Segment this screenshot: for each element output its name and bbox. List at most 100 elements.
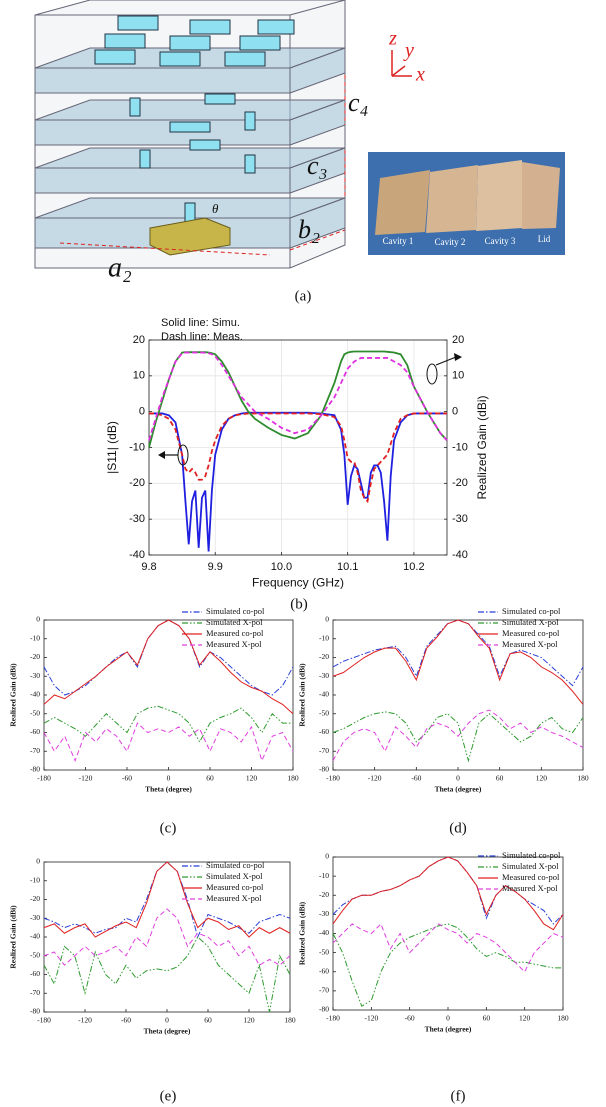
y-tick-label: -40 — [30, 690, 40, 699]
y-axis-label: Realized Gain (dBi) — [9, 663, 18, 727]
x-tick-label: 10.1 — [337, 561, 358, 573]
dimension-lines — [59, 75, 346, 256]
chart: -180 -120 -60 0 60 120 180 -80 -70 -60 -50 -40 -30 -2… — [9, 606, 299, 794]
slab-side — [289, 47, 346, 94]
series-line — [43, 908, 291, 966]
patch — [159, 51, 201, 67]
x-tick-label: 9.8 — [141, 561, 156, 573]
chart: -180 -120 -60 0 60 120 180 -80 -70 -60 -50 -40 -30 -2… — [9, 857, 296, 1036]
x-tick-label: -180 — [37, 1015, 51, 1024]
y-tick-label: -50 — [30, 950, 40, 959]
x-tick-label: -60 — [405, 1013, 415, 1022]
legend-label: Measured X-pol — [206, 893, 262, 903]
y-tick-label: -30 — [30, 913, 40, 922]
x-tick-label: -120 — [78, 1015, 92, 1024]
y-tick-label: -20 — [319, 652, 329, 661]
x-tick-label: 180 — [577, 773, 589, 782]
y-tick-label: -70 — [30, 746, 40, 755]
y-tick-label: -20 — [129, 477, 145, 489]
y-tick-label: -40 — [319, 690, 329, 699]
x-tick-label: -180 — [37, 773, 51, 782]
axes-triad — [391, 50, 412, 77]
y-tick-label: -20 — [30, 652, 40, 661]
y-tick-label: -70 — [30, 988, 40, 997]
photo-label: Lid — [538, 234, 551, 244]
arrow-head — [454, 353, 462, 361]
x-tick-label: 0 — [456, 773, 460, 782]
feed — [149, 217, 231, 256]
caption: (f) — [451, 1088, 466, 1104]
x-tick-label: -60 — [121, 1015, 131, 1024]
annotation: Solid line: Simu. — [161, 317, 240, 329]
x-tick-label: -120 — [79, 773, 93, 782]
y-tick-label: -30 — [30, 671, 40, 680]
axis-label: y — [403, 40, 414, 62]
x-tick-label: 120 — [246, 773, 258, 782]
photo-label: Cavity 2 — [435, 237, 466, 247]
caption: (d) — [449, 820, 467, 836]
patch — [117, 15, 159, 31]
photo: Cavity 1 Cavity 2 Cavity 3 Lid — [368, 152, 565, 255]
y-tick-label: -50 — [319, 708, 329, 717]
arrow-head — [158, 451, 165, 459]
x-tick-label: 180 — [287, 773, 299, 782]
series-line — [332, 619, 584, 705]
y2-tick-label: -10 — [452, 441, 468, 453]
patch — [104, 33, 146, 49]
dimension-label: c₄ — [348, 88, 369, 117]
y-tick-label: -50 — [319, 947, 329, 956]
y2-tick-label: 0 — [452, 406, 458, 418]
y-tick-label: -50 — [30, 708, 40, 717]
y-tick-label: -30 — [129, 513, 145, 525]
y-tick-label: -70 — [319, 986, 329, 995]
patch — [94, 49, 136, 65]
y-tick-label: -40 — [319, 928, 329, 937]
legend-label: Measured X-pol — [206, 639, 262, 649]
legend-label: Simulated co-pol — [502, 606, 561, 616]
photo-label: Cavity 1 — [383, 236, 414, 246]
patch — [169, 35, 211, 51]
y-tick-label: -10 — [319, 633, 329, 642]
x-tick-label: 180 — [557, 1013, 569, 1022]
series-line — [332, 856, 564, 931]
x-tick-label: 60 — [483, 1013, 491, 1022]
slot — [244, 111, 256, 131]
plate — [426, 165, 478, 233]
x-tick-label: 0 — [167, 773, 171, 782]
annotation: Dash line: Meas. — [161, 331, 243, 343]
y-tick-label: -80 — [30, 1007, 40, 1016]
y2-axis-label: Realized Gain (dBi) — [475, 395, 489, 499]
slot — [129, 97, 141, 117]
x-tick-label: 180 — [284, 1015, 296, 1024]
y-tick-label: 0 — [139, 406, 145, 418]
y-tick-label: -80 — [30, 765, 40, 774]
patch — [257, 19, 295, 35]
series-line — [148, 351, 448, 441]
legend-label: Simulated X-pol — [502, 617, 559, 627]
legend-label: Simulated X-pol — [206, 617, 263, 627]
slot — [189, 139, 221, 151]
y-tick-label: 0 — [325, 852, 329, 861]
y-tick-label: -70 — [319, 746, 329, 755]
y2-tick-label: 10 — [452, 370, 464, 382]
legend-label: Measured X-pol — [502, 883, 558, 893]
dimension-label: c₃ — [307, 151, 328, 180]
series-line — [43, 936, 291, 1013]
y-axis-label: |S11| (dB) — [105, 421, 119, 474]
series-line — [43, 619, 294, 715]
y-tick-label: -60 — [319, 966, 329, 975]
x-tick-label: -60 — [122, 773, 132, 782]
y-tick-label: -20 — [30, 894, 40, 903]
x-tick-label: -60 — [411, 773, 421, 782]
series-line — [332, 709, 584, 761]
x-tick-label: -120 — [368, 773, 382, 782]
series-line — [43, 722, 294, 763]
slab-side — [289, 197, 346, 249]
y-tick-label: -60 — [30, 969, 40, 978]
y-tick-label: -80 — [319, 1005, 329, 1014]
x-tick-label: 60 — [204, 1015, 212, 1024]
y-tick-label: 0 — [325, 615, 329, 624]
y-tick-label: -60 — [30, 727, 40, 736]
x-tick-label: 10.0 — [271, 561, 292, 573]
